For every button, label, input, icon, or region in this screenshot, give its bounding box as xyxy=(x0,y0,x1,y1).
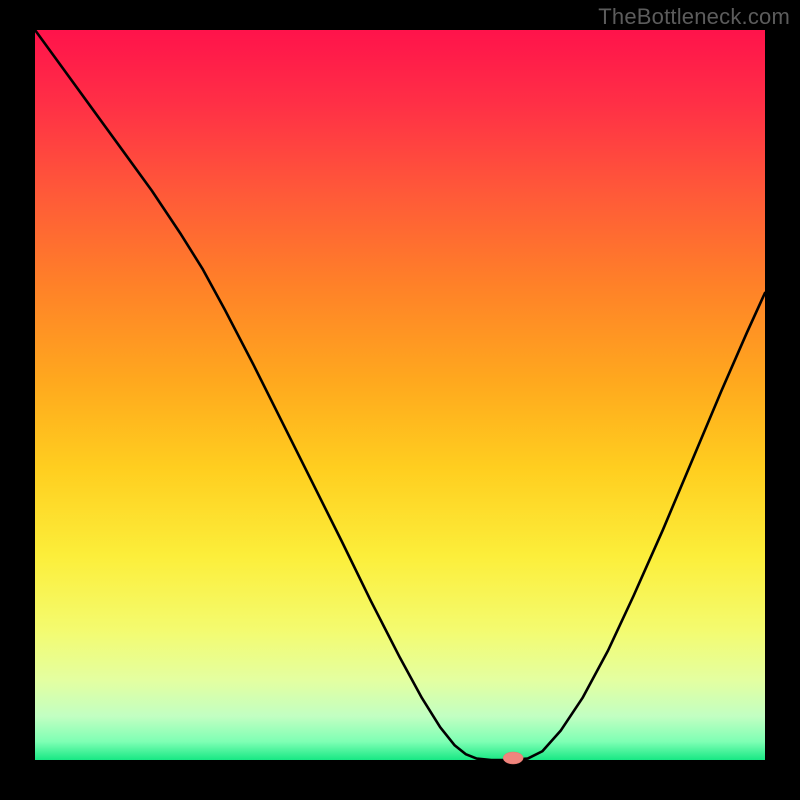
watermark-text: TheBottleneck.com xyxy=(598,4,790,30)
bottleneck-curve xyxy=(35,30,765,760)
chart-overlay xyxy=(0,0,800,800)
optimal-point-marker xyxy=(503,752,523,764)
